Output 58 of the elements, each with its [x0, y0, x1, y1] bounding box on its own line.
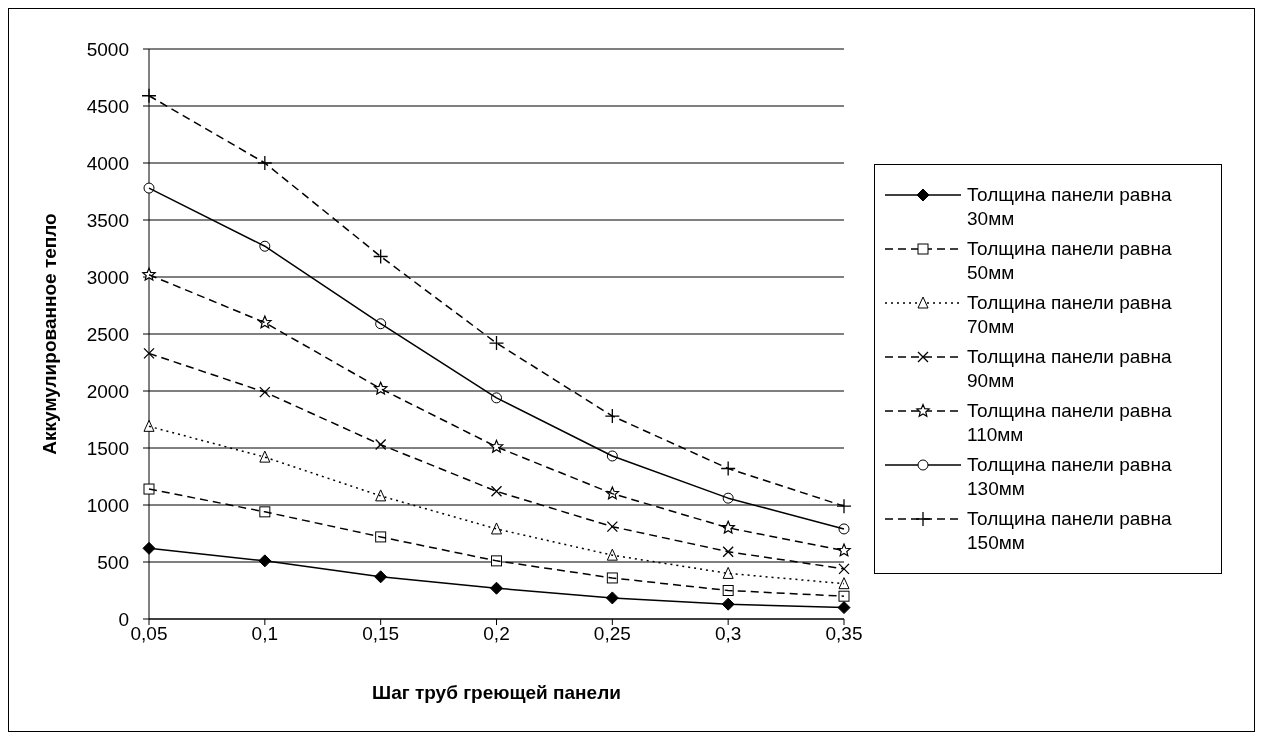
point — [143, 182, 155, 194]
point — [837, 601, 851, 615]
point — [259, 386, 271, 398]
point — [722, 585, 734, 596]
point — [489, 439, 504, 453]
legend-label: Толщина панели равна 70мм — [967, 291, 1173, 339]
point — [373, 381, 388, 395]
point — [606, 548, 618, 561]
point — [491, 522, 502, 535]
point — [836, 498, 852, 514]
point — [375, 489, 387, 502]
point — [257, 155, 273, 171]
point — [373, 248, 389, 265]
y-tick-label: 1000 — [86, 494, 129, 516]
point — [143, 483, 155, 495]
point — [143, 347, 155, 360]
point — [142, 541, 156, 555]
point — [259, 450, 271, 463]
legend-label: Толщина панели равна 50мм — [967, 237, 1173, 285]
y-axis-title: Аккумулированное тепло — [38, 213, 60, 455]
x-tick-label: 0,3 — [714, 623, 742, 645]
y-tick-label: 4000 — [86, 152, 129, 174]
y-tick-label: 0 — [118, 608, 129, 630]
legend-label: Толщина панели равна 30мм — [967, 183, 1173, 231]
legend-label: Толщина панели равна 90мм — [967, 345, 1173, 393]
x-tick-label: 0,25 — [593, 623, 631, 645]
y-tick-label: 5000 — [86, 38, 129, 60]
point — [837, 543, 851, 557]
x-tick-label: 0,15 — [362, 623, 400, 645]
point — [722, 546, 734, 558]
y-tick-label: 4500 — [86, 95, 129, 117]
point — [259, 506, 271, 518]
point — [606, 521, 618, 533]
point — [720, 460, 736, 477]
point — [722, 566, 734, 579]
point — [604, 408, 620, 424]
x-tick-label: 0,2 — [483, 623, 510, 645]
legend-label: Толщина панели равна 150мм — [967, 507, 1173, 555]
point — [721, 520, 735, 534]
y-tick-label: 3500 — [86, 209, 129, 231]
point — [375, 438, 387, 451]
x-tick-label: 0,35 — [825, 623, 863, 645]
point — [490, 485, 503, 497]
y-tick-label: 2000 — [86, 380, 129, 402]
y-tick-label: 1500 — [86, 437, 129, 459]
y-tick-label: 500 — [97, 551, 129, 573]
y-tick-label: 2500 — [86, 323, 129, 345]
x-axis-title: Шаг труб греющей панели — [372, 682, 621, 703]
legend-label: Толщина панели равна 110мм — [967, 399, 1173, 447]
y-tick-label: 3000 — [86, 266, 129, 288]
x-tick-label: 0,05 — [130, 623, 168, 645]
x-tick-label: 0,1 — [251, 623, 279, 645]
point — [838, 577, 850, 590]
point — [838, 563, 850, 575]
point — [838, 590, 850, 602]
legend-label: Толщина панели равна 130мм — [967, 453, 1173, 501]
point — [488, 335, 505, 351]
point — [490, 581, 503, 595]
